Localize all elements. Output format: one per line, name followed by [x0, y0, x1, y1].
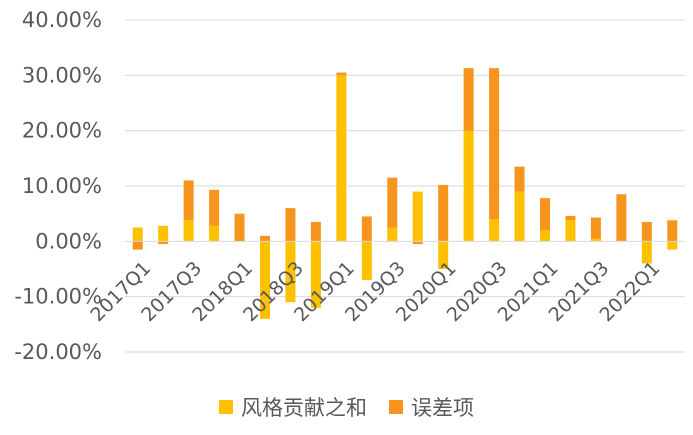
bar-error-term [565, 215, 576, 221]
legend-swatch-error [389, 400, 403, 414]
bar-style-contribution [438, 241, 449, 269]
bar-error-term [361, 216, 372, 242]
bar-error-term [463, 68, 474, 131]
bar-style-contribution [387, 227, 398, 242]
legend-swatch-style [219, 400, 233, 414]
bar-style-contribution [310, 241, 321, 308]
bar-error-term [387, 177, 398, 228]
bar-error-term [132, 241, 143, 250]
bar-style-contribution [412, 191, 423, 242]
y-tick-label: 10.00% [22, 174, 102, 198]
bar-error-term [209, 189, 220, 226]
bar-style-contribution [540, 230, 550, 242]
bar-style-contribution [285, 241, 296, 303]
bar-error-term [438, 184, 449, 242]
bar-style-contribution [361, 241, 372, 281]
bar-error-term [667, 220, 678, 242]
bar-error-term [641, 221, 652, 242]
bar-error-term [260, 235, 270, 242]
bar-error-term [310, 221, 321, 242]
legend-label-error: 误差项 [411, 396, 474, 420]
bar-style-contribution [260, 241, 270, 319]
legend-item-error: 误差项 [389, 392, 474, 422]
bar-error-term [590, 217, 601, 239]
legend-label-style: 风格贡献之和 [241, 396, 367, 420]
bar-error-term [158, 241, 169, 245]
bar-style-contribution [667, 241, 678, 250]
x-axis-ticks: 2017Q12017Q32018Q12018Q32019Q12019Q32020… [86, 257, 664, 326]
y-tick-label: 40.00% [22, 8, 102, 32]
chart-svg: -20.00% -10.00% 0.00% 10.00% 20.00% 30.00% 40.… [14, 8, 685, 364]
bar-style-contribution [590, 238, 601, 242]
bar-style-contribution [183, 220, 194, 242]
bar-error-term [183, 180, 194, 221]
bar-style-contribution [489, 219, 500, 242]
bar-error-term [489, 68, 500, 220]
bar-style-contribution [209, 225, 220, 242]
y-tick-label: 20.00% [22, 119, 102, 143]
bar-error-term [234, 213, 245, 242]
bar-error-term [285, 208, 296, 242]
bar-style-contribution [158, 225, 169, 242]
bar-style-contribution [463, 130, 474, 242]
bar-error-term [412, 241, 423, 245]
bar-error-term [540, 198, 550, 231]
bar-style-contribution [565, 220, 576, 242]
bar-style-contribution [641, 241, 652, 264]
bar-error-term [616, 194, 627, 242]
y-tick-label: 0.00% [35, 229, 102, 253]
bar-error-term [336, 72, 347, 76]
bar-style-contribution [132, 227, 143, 242]
y-tick-label: 30.00% [22, 63, 102, 87]
y-tick-label: -20.00% [14, 340, 102, 364]
bar-style-contribution [514, 191, 525, 242]
bars [132, 68, 678, 319]
legend-item-style: 风格贡献之和 [219, 392, 367, 422]
gridlines [125, 19, 685, 353]
y-tick-label: -10.00% [14, 285, 102, 309]
legend: 风格贡献之和 误差项 [0, 392, 693, 422]
y-axis-ticks: -20.00% -10.00% 0.00% 10.00% 20.00% 30.00% 40.… [14, 8, 102, 364]
bar-style-contribution [336, 75, 347, 242]
bar-error-term [514, 166, 525, 192]
